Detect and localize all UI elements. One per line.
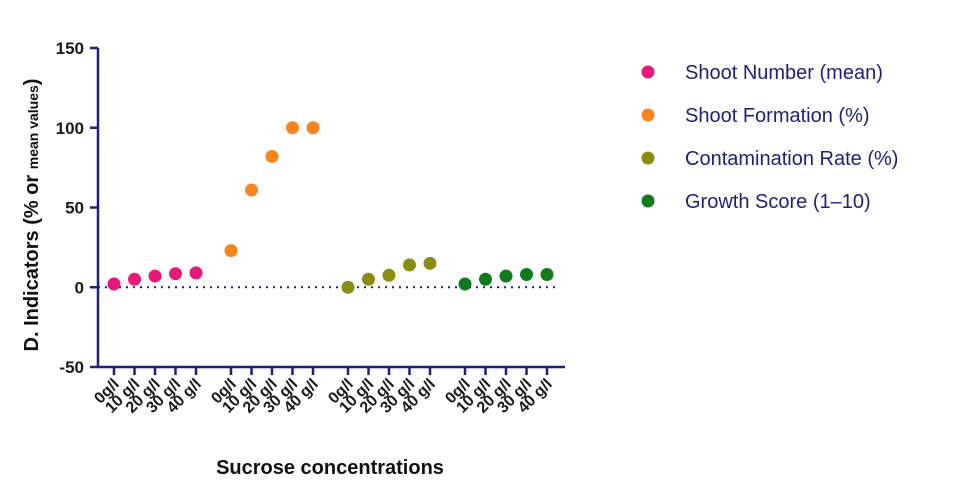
legend: Shoot Number (mean) Shoot Formation (%) Co… — [641, 62, 898, 213]
data-point — [479, 272, 492, 286]
data-point — [306, 121, 320, 135]
data-points — [107, 121, 554, 294]
x-tick-labels: 0g/l10 g/l20 g/l30 g/l40 g/l 0g/l10 g/l20… — [91, 376, 556, 417]
y-tick-label: 100 — [56, 119, 84, 138]
data-point — [540, 267, 554, 281]
data-point — [286, 121, 299, 135]
y-tick-label: 0 — [75, 278, 84, 297]
data-point — [499, 269, 513, 283]
data-point — [423, 256, 437, 270]
y-tick-label: -50 — [59, 358, 84, 377]
legend-label: Contamination Rate (%) — [685, 148, 898, 170]
data-point — [189, 266, 203, 280]
legend-marker — [641, 65, 655, 79]
data-point — [107, 277, 121, 291]
y-tick-label: 150 — [56, 39, 84, 58]
legend-marker — [641, 108, 655, 122]
data-point — [224, 244, 238, 258]
data-point — [265, 149, 279, 163]
legend-label: Growth Score (1–10) — [685, 191, 871, 213]
data-point — [245, 183, 258, 197]
data-point — [403, 258, 416, 272]
data-point — [128, 272, 141, 286]
x-axis-title: Sucrose concentrations — [216, 457, 444, 479]
data-point — [341, 280, 355, 294]
data-point — [362, 272, 375, 286]
legend-marker — [641, 194, 655, 208]
y-axis: -50 0 50 100 150 — [56, 39, 100, 377]
data-point — [382, 268, 396, 282]
y-tick-label: 50 — [65, 199, 84, 218]
legend-marker — [641, 151, 655, 165]
data-point — [148, 269, 162, 283]
y-axis-title: D. Indicators (% or mean values) — [21, 79, 43, 352]
legend-label: Shoot Number (mean) — [685, 62, 883, 84]
data-point — [520, 267, 533, 281]
x-axis — [98, 365, 565, 375]
data-point — [458, 277, 472, 291]
legend-label: Shoot Formation (%) — [685, 105, 870, 127]
data-point — [169, 267, 182, 281]
